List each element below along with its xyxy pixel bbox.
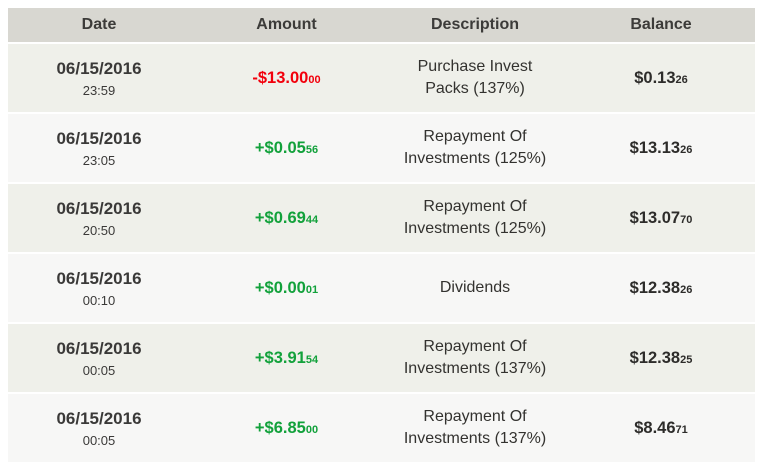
transaction-time: 23:05	[82, 152, 116, 168]
table-row: 06/15/2016 23:59 -$13.0000 Purchase Inve…	[8, 44, 755, 114]
transaction-description: Repayment Of Investments (137%)	[403, 408, 547, 447]
balance-cell: $0.1326	[567, 44, 755, 114]
amount-main: +$3.91	[254, 348, 306, 367]
amount-cell: +$3.9154	[190, 324, 383, 394]
transaction-amount: +$6.8500	[255, 419, 318, 437]
amount-main: +$0.00	[254, 278, 306, 297]
amount-main: +$0.05	[254, 138, 306, 157]
transaction-time: 23:59	[82, 82, 116, 98]
table-row: 06/15/2016 00:10 +$0.0001 Dividends $12.…	[8, 254, 755, 324]
balance-main: $12.38	[629, 278, 681, 297]
balance-cents: 70	[680, 213, 693, 226]
transaction-date: 06/15/2016	[56, 268, 142, 288]
transaction-date: 06/15/2016	[56, 408, 142, 428]
balance-main: $0.13	[634, 68, 676, 87]
amount-cell: +$6.8500	[190, 394, 383, 464]
balance-main: $12.38	[629, 348, 681, 367]
header-row: Date Amount Description Balance	[8, 8, 755, 44]
balance-cents: 25	[680, 353, 693, 366]
transaction-balance: $13.1326	[630, 139, 693, 157]
amount-cents: 00	[305, 423, 319, 436]
transaction-time: 00:05	[82, 432, 116, 448]
transaction-amount: -$13.0000	[252, 69, 320, 87]
balance-main: $13.07	[629, 208, 681, 227]
transaction-description: Purchase Invest Packs (137%)	[417, 58, 533, 97]
transaction-balance: $0.1326	[634, 69, 688, 87]
transaction-time: 20:50	[82, 222, 116, 238]
table-row: 06/15/2016 00:05 +$3.9154 Repayment Of I…	[8, 324, 755, 394]
transactions-table: Date Amount Description Balance 06/15/20…	[8, 8, 755, 464]
balance-cell: $13.1326	[567, 114, 755, 184]
amount-main: +$0.69	[254, 208, 306, 227]
table-header: Date Amount Description Balance	[8, 8, 755, 44]
date-cell: 06/15/2016 23:59	[8, 44, 190, 114]
column-header-amount: Amount	[190, 8, 383, 44]
transaction-balance: $12.3825	[630, 349, 693, 367]
balance-main: $13.13	[629, 138, 681, 157]
transaction-amount: +$0.0556	[255, 139, 318, 157]
transaction-description: Dividends	[439, 279, 511, 296]
balance-cell: $8.4671	[567, 394, 755, 464]
description-cell: Repayment Of Investments (137%)	[383, 324, 567, 394]
column-header-date: Date	[8, 8, 190, 44]
column-header-balance: Balance	[567, 8, 755, 44]
amount-main: -$13.00	[252, 68, 309, 87]
transaction-time: 00:05	[82, 362, 116, 378]
table-body: 06/15/2016 23:59 -$13.0000 Purchase Inve…	[8, 44, 755, 464]
transaction-date: 06/15/2016	[56, 128, 142, 148]
amount-cents: 44	[305, 213, 319, 226]
balance-main: $8.46	[634, 418, 676, 437]
balance-cell: $12.3825	[567, 324, 755, 394]
balance-cents: 26	[680, 143, 693, 156]
description-cell: Purchase Invest Packs (137%)	[383, 44, 567, 114]
date-cell: 06/15/2016 20:50	[8, 184, 190, 254]
transaction-date: 06/15/2016	[56, 338, 142, 358]
transaction-balance: $12.3826	[630, 279, 693, 297]
transaction-amount: +$0.6944	[255, 209, 318, 227]
table-row: 06/15/2016 20:50 +$0.6944 Repayment Of I…	[8, 184, 755, 254]
transaction-balance: $13.0770	[630, 209, 693, 227]
column-header-description: Description	[383, 8, 567, 44]
balance-cents: 71	[675, 423, 688, 436]
amount-cell: -$13.0000	[190, 44, 383, 114]
transaction-date: 06/15/2016	[56, 198, 142, 218]
transaction-description: Repayment Of Investments (125%)	[403, 128, 547, 167]
table-row: 06/15/2016 23:05 +$0.0556 Repayment Of I…	[8, 114, 755, 184]
balance-cell: $13.0770	[567, 184, 755, 254]
transaction-balance: $8.4671	[634, 419, 688, 437]
amount-cell: +$0.0001	[190, 254, 383, 324]
balance-cents: 26	[675, 73, 688, 86]
amount-cell: +$0.0556	[190, 114, 383, 184]
description-cell: Dividends	[383, 254, 567, 324]
transaction-amount: +$3.9154	[255, 349, 318, 367]
transaction-time: 00:10	[82, 292, 116, 308]
date-cell: 06/15/2016 23:05	[8, 114, 190, 184]
amount-cents: 56	[305, 143, 319, 156]
description-cell: Repayment Of Investments (125%)	[383, 184, 567, 254]
date-cell: 06/15/2016 00:05	[8, 324, 190, 394]
amount-main: +$6.85	[254, 418, 306, 437]
table-row: 06/15/2016 00:05 +$6.8500 Repayment Of I…	[8, 394, 755, 464]
amount-cell: +$0.6944	[190, 184, 383, 254]
amount-cents: 01	[305, 283, 319, 296]
description-cell: Repayment Of Investments (125%)	[383, 114, 567, 184]
date-cell: 06/15/2016 00:10	[8, 254, 190, 324]
transaction-description: Repayment Of Investments (125%)	[403, 198, 547, 237]
amount-cents: 54	[305, 353, 319, 366]
date-cell: 06/15/2016 00:05	[8, 394, 190, 464]
transaction-description: Repayment Of Investments (137%)	[403, 338, 547, 377]
balance-cents: 26	[680, 283, 693, 296]
balance-cell: $12.3826	[567, 254, 755, 324]
transaction-date: 06/15/2016	[56, 58, 142, 78]
description-cell: Repayment Of Investments (137%)	[383, 394, 567, 464]
amount-cents: 00	[308, 73, 321, 86]
transaction-amount: +$0.0001	[255, 279, 318, 297]
